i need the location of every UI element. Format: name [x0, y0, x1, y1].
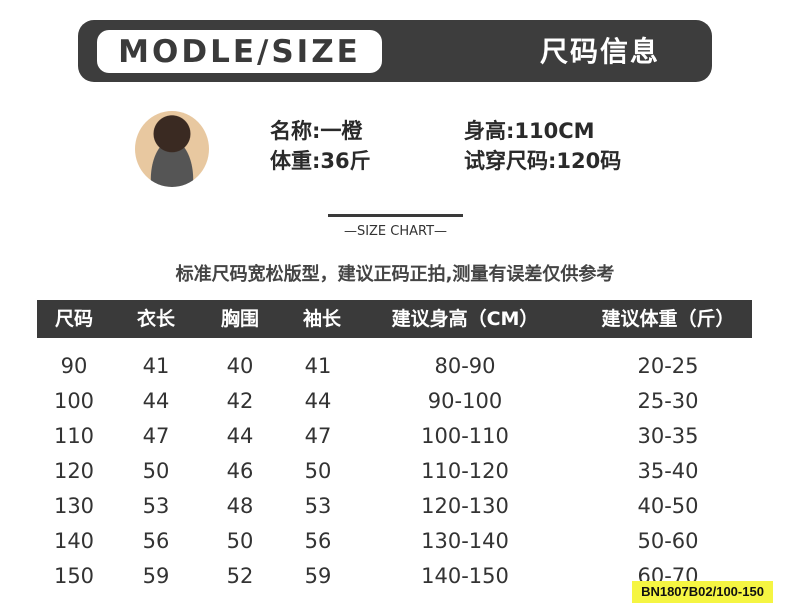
- size-chart-label: —SIZE CHART—: [343, 224, 448, 239]
- column-header: 袖长: [302, 308, 342, 330]
- table-cell: 44: [304, 389, 332, 413]
- table-cell: 120: [53, 459, 95, 483]
- table-cell: 80-90: [434, 354, 496, 378]
- modle-size-badge: MODLE/SIZE: [97, 30, 382, 73]
- table-cell: 140: [53, 529, 95, 553]
- table-cell: 50: [304, 459, 332, 483]
- model-weight: 体重:36斤: [270, 149, 371, 173]
- model-size: 试穿尺码:120码: [464, 149, 622, 173]
- table-cell: 100-110: [421, 424, 509, 448]
- table-cell: 44: [226, 424, 254, 448]
- table-cell: 41: [142, 354, 170, 378]
- table-cell: 41: [304, 354, 332, 378]
- header-title: 尺码信息: [540, 35, 661, 68]
- column-header: 胸围: [220, 308, 260, 330]
- table-cell: 53: [142, 494, 170, 518]
- table-cell: 90-100: [427, 389, 503, 413]
- column-header: 尺码: [54, 308, 94, 330]
- table-cell: 50: [226, 529, 254, 553]
- column-header: 建议身高（CM）: [391, 308, 539, 330]
- column-header: 衣长: [136, 308, 176, 330]
- table-cell: 35-40: [637, 459, 699, 483]
- table-cell: 140-150: [421, 564, 509, 588]
- table-cell: 110-120: [421, 459, 509, 483]
- table-cell: 30-35: [637, 424, 699, 448]
- table-cell: 25-30: [637, 389, 699, 413]
- table-cell: 40-50: [637, 494, 699, 518]
- table-cell: 44: [142, 389, 170, 413]
- table-cell: 47: [304, 424, 332, 448]
- table-cell: 110: [53, 424, 95, 448]
- table-cell: 56: [142, 529, 170, 553]
- table-cell: 50-60: [637, 529, 699, 553]
- column-header: 建议体重（斤）: [601, 308, 735, 330]
- table-cell: 120-130: [421, 494, 509, 518]
- table-cell: 100: [53, 389, 95, 413]
- table-cell: 40: [226, 354, 254, 378]
- table-cell: 48: [226, 494, 254, 518]
- table-cell: 50: [142, 459, 170, 483]
- table-header: [37, 300, 752, 338]
- table-cell: 130: [53, 494, 95, 518]
- table-cell: 150: [53, 564, 95, 588]
- divider: [328, 214, 463, 217]
- table-cell: 53: [304, 494, 332, 518]
- table-cell: 90: [60, 354, 88, 378]
- table-cell: 59: [142, 564, 170, 588]
- product-code: BN1807B02/100-150: [632, 581, 773, 603]
- table-cell: 46: [226, 459, 254, 483]
- table-cell: 52: [226, 564, 254, 588]
- table-cell: 42: [226, 389, 254, 413]
- model-height: 身高:110CM: [464, 119, 595, 143]
- table-cell: 20-25: [637, 354, 699, 378]
- model-avatar: [135, 111, 209, 187]
- table-cell: 59: [304, 564, 332, 588]
- model-name: 名称:一橙: [270, 119, 363, 143]
- table-cell: 130-140: [421, 529, 509, 553]
- table-cell: 47: [142, 424, 170, 448]
- table-cell: 56: [304, 529, 332, 553]
- size-note: 标准尺码宽松版型，建议正码正拍,测量有误差仅供参考: [175, 264, 615, 285]
